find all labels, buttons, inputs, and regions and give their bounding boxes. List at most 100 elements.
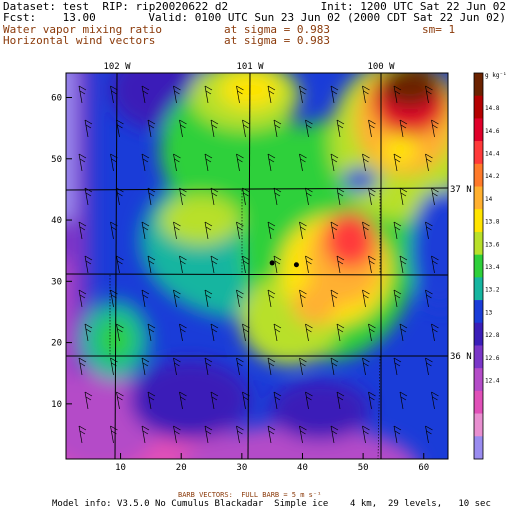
colorbar-label: 14	[485, 196, 493, 203]
wind-barb	[141, 85, 150, 104]
wind-barb	[267, 289, 276, 308]
wind-barb	[305, 119, 313, 138]
wind-barb	[305, 255, 313, 274]
longitude-labels: 102 W 101 W 100 W	[103, 62, 395, 72]
wind-barb	[425, 289, 433, 308]
wind-barb	[141, 425, 150, 444]
wind-barb	[425, 425, 433, 444]
wind-barb	[425, 85, 433, 104]
wind-barb	[330, 357, 339, 376]
wind-barb	[147, 119, 156, 138]
wind-barb	[236, 357, 244, 376]
wind-barb	[204, 357, 213, 376]
y-tick-label: 50	[51, 155, 62, 165]
barb-legend: BARB VECTORS: FULL BARB = 5 m s⁻¹	[178, 491, 322, 499]
wind-barb	[330, 425, 339, 444]
wind-barb	[84, 323, 93, 342]
wind-barb	[179, 119, 187, 138]
wind-barb	[141, 153, 150, 172]
wind-barb	[78, 357, 87, 376]
wind-barb	[173, 85, 181, 104]
colorbar-label: 13.4	[485, 264, 500, 271]
wind-barb	[242, 323, 250, 342]
wind-barb	[368, 119, 376, 138]
wind-barb	[305, 323, 313, 342]
valid-time: Valid: 0100 UTC Sun 23 Jun 02 (2000 CDT …	[148, 11, 506, 24]
wind-barb	[336, 119, 345, 138]
station-points	[269, 260, 299, 268]
wind-barb	[273, 255, 282, 274]
colorbar-label: 14.8	[485, 105, 500, 112]
wind-barb	[362, 425, 370, 444]
wind-barb	[236, 85, 244, 104]
colorbar-label: 12.8	[485, 332, 500, 339]
wind-barb	[242, 391, 250, 410]
station-point	[293, 262, 299, 268]
wind-barb	[147, 187, 156, 206]
wind-barb	[110, 85, 118, 104]
wind-barb	[242, 255, 250, 274]
wind-barb	[299, 153, 307, 172]
colorbar-label: 14.4	[485, 150, 500, 157]
wind-barb	[173, 221, 181, 240]
wind-barb	[336, 391, 345, 410]
wind-barb	[141, 221, 150, 240]
wind-barb	[78, 425, 87, 444]
wind-barb	[273, 119, 282, 138]
wind-barb	[299, 357, 307, 376]
wind-barb	[336, 323, 345, 342]
longitude-label: 101 W	[236, 62, 264, 72]
axis-ticks: 10 20 30 40 50 60 10 20 30 40 50 60	[51, 94, 429, 473]
latitude-labels: 37 N 36 N	[450, 185, 472, 362]
wind-barb	[210, 391, 219, 410]
colorbar: 14.8 14.6 14.4 14.2 14 13.8 13.6 13.4 13.2 13 12.8…	[473, 72, 500, 460]
wind-barb	[78, 85, 87, 104]
wind-barb	[431, 391, 439, 410]
smoothing-value: sm= 1	[422, 23, 456, 36]
wind-barb	[84, 391, 93, 410]
colorbar-swatch	[474, 368, 483, 392]
wind-barb	[299, 425, 307, 444]
wind-barb	[78, 153, 87, 172]
colorbar-swatch	[474, 186, 483, 210]
wind-barb	[116, 255, 124, 274]
wind-barb	[236, 289, 244, 308]
wind-barb	[336, 187, 345, 206]
wind-barb	[84, 119, 93, 138]
wind-barb	[84, 187, 93, 206]
wind-barb	[362, 289, 370, 308]
wind-barb	[204, 221, 213, 240]
wind-barb	[393, 85, 402, 104]
colorbar-swatch	[474, 73, 483, 97]
wind-barb	[110, 153, 118, 172]
colorbar-label: 12.6	[485, 355, 500, 362]
wind-barb	[179, 391, 187, 410]
wind-barb	[204, 153, 213, 172]
wind-barb	[173, 357, 181, 376]
wind-barb	[116, 187, 124, 206]
model-info: Model info: V3.5.0 No Cumulus Blackadar …	[52, 499, 491, 509]
wind-barb	[179, 187, 187, 206]
field2-name: Horizontal wind vectors	[3, 34, 156, 47]
wind-barb	[393, 153, 402, 172]
colorbar-swatch	[474, 390, 483, 414]
wind-barb	[110, 357, 118, 376]
colorbar-swatch	[474, 277, 483, 301]
y-tick-label: 40	[51, 216, 62, 226]
wind-barb	[305, 391, 313, 410]
wind-barb	[431, 255, 439, 274]
wind-barb	[141, 289, 150, 308]
wind-barb	[425, 357, 433, 376]
x-tick-label: 50	[358, 463, 369, 473]
wind-barb	[267, 357, 276, 376]
wind-barb	[305, 187, 313, 206]
wind-barb	[399, 187, 408, 206]
wind-barb	[368, 323, 376, 342]
colorbar-swatch	[474, 141, 483, 165]
field1-level: at sigma = 0.983	[224, 23, 330, 36]
init-time: Init: 1200 UTC Sat 22 Jun 02	[320, 0, 506, 13]
colorbar-frame	[473, 72, 484, 460]
wind-barb	[393, 425, 402, 444]
wind-barb	[273, 187, 282, 206]
